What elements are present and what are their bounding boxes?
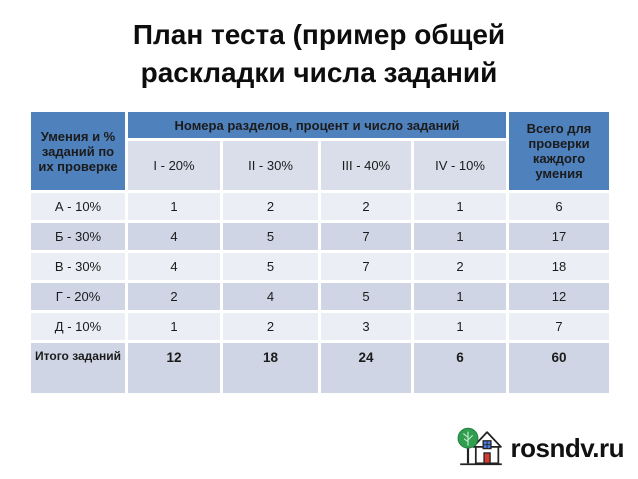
cell-value: 1 (414, 313, 507, 340)
slide-title: План теста (пример общей раскладки числа… (0, 16, 638, 92)
subheader-section-1: I - 20% (128, 141, 220, 190)
subheader-section-3: III - 40% (321, 141, 411, 190)
row-total-value: 18 (509, 253, 610, 280)
watermark-text: rosndv.ru (510, 433, 625, 463)
row-label: В - 30% (31, 253, 125, 280)
cell-value: 2 (223, 193, 318, 220)
cell-value: 1 (128, 313, 220, 340)
cell-value: 5 (223, 253, 318, 280)
cell-value: 2 (321, 193, 411, 220)
table-row: В - 30% 4 5 7 2 18 (31, 253, 610, 280)
slide-title-line-1: План теста (пример общей (132, 19, 506, 50)
group-header-cell: Номера разделов, процент и число заданий (128, 112, 507, 138)
house-with-tree-icon (455, 424, 507, 473)
cell-value: 5 (321, 283, 411, 310)
row-label: А - 10% (31, 193, 125, 220)
cell-value: 2 (223, 313, 318, 340)
test-plan-table: Умения и % заданий по их проверке Номера… (28, 109, 613, 396)
cell-value: 1 (414, 193, 507, 220)
total-header-cell: Всего для проверки каждого умения (509, 112, 610, 190)
cell-value: 4 (128, 223, 220, 250)
corner-header-cell: Умения и % заданий по их проверке (31, 112, 125, 190)
cell-value: 3 (321, 313, 411, 340)
table-row: Б - 30% 4 5 7 1 17 (31, 223, 610, 250)
table-row: Д - 10% 1 2 3 1 7 (31, 313, 610, 340)
cell-value: 2 (128, 283, 220, 310)
row-total-value: 6 (509, 193, 610, 220)
slide-title-line-2: раскладки числа заданий (140, 57, 498, 88)
cell-value: 7 (321, 253, 411, 280)
row-label: Б - 30% (31, 223, 125, 250)
table-total-row: Итого заданий 12 18 24 6 60 (31, 343, 610, 393)
total-cell-value: 24 (321, 343, 411, 393)
cell-value: 1 (128, 193, 220, 220)
subheader-section-2: II - 30% (223, 141, 318, 190)
row-total-value: 12 (509, 283, 610, 310)
row-label: Г - 20% (31, 283, 125, 310)
cell-value: 1 (414, 223, 507, 250)
row-total-value: 7 (509, 313, 610, 340)
watermark-logo: rosndv.ru (455, 424, 625, 473)
table-row: А - 10% 1 2 2 1 6 (31, 193, 610, 220)
row-total-value: 17 (509, 223, 610, 250)
cell-value: 4 (128, 253, 220, 280)
cell-value: 1 (414, 283, 507, 310)
row-label: Д - 10% (31, 313, 125, 340)
grand-total-value: 60 (509, 343, 610, 393)
total-cell-value: 18 (223, 343, 318, 393)
cell-value: 4 (223, 283, 318, 310)
total-cell-value: 6 (414, 343, 507, 393)
total-cell-value: 12 (128, 343, 220, 393)
table-row: Г - 20% 2 4 5 1 12 (31, 283, 610, 310)
cell-value: 2 (414, 253, 507, 280)
total-row-label: Итого заданий (31, 343, 125, 393)
cell-value: 5 (223, 223, 318, 250)
subheader-section-4: IV - 10% (414, 141, 507, 190)
cell-value: 7 (321, 223, 411, 250)
